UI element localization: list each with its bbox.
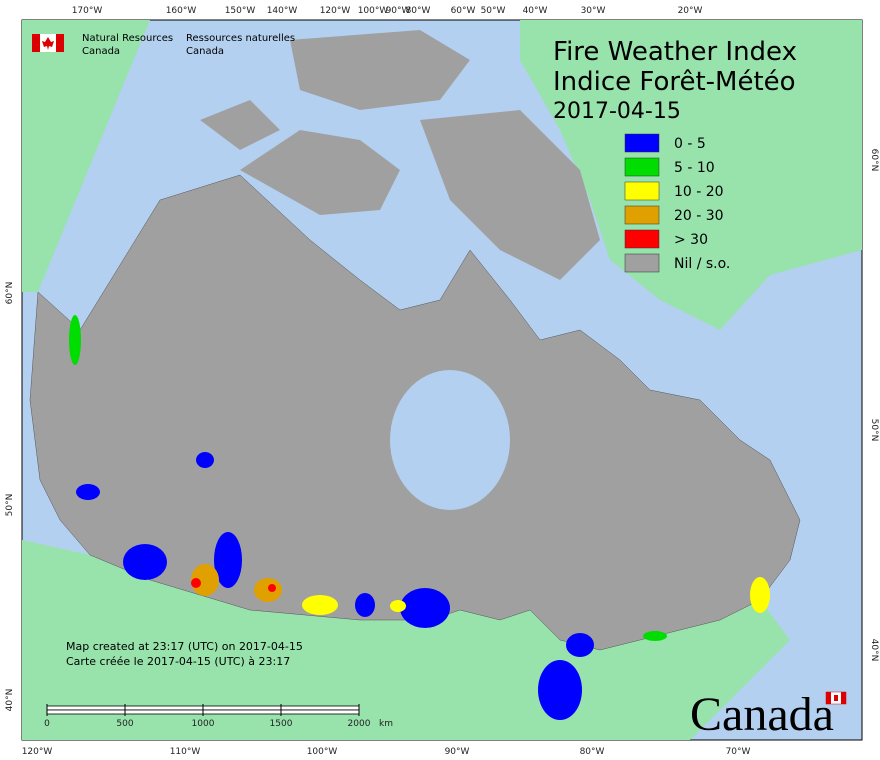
flag-bar <box>32 34 40 52</box>
scale-segment <box>124 705 204 711</box>
scale-unit: km <box>379 719 393 729</box>
latitude-label: 60°N <box>5 282 15 305</box>
scale-segment <box>280 705 360 711</box>
latitude-label: 40°N <box>869 639 879 662</box>
legend-label: 0 - 5 <box>674 136 706 152</box>
legend-swatch <box>624 181 660 201</box>
scale-segment <box>124 709 204 715</box>
fire-area <box>76 484 100 500</box>
agency-name: Ressources naturelles <box>186 33 295 44</box>
arctic-island <box>420 110 600 280</box>
hudson-bay <box>390 370 510 510</box>
legend-swatch <box>624 229 660 249</box>
longitude-label: 30°W <box>581 6 606 16</box>
fire-area <box>750 577 770 613</box>
longitude-label: 80°W <box>406 6 431 16</box>
longitude-label: 100°W <box>358 6 389 16</box>
scale-label: 1000 <box>192 719 215 729</box>
agency-name: Canada <box>186 46 224 57</box>
scale-label: 0 <box>44 719 50 729</box>
maple-leaf <box>834 695 838 701</box>
credit: Carte créée le 2017-04-15 (UTC) à 23:17 <box>66 655 290 668</box>
agency-name: Natural Resources <box>82 33 173 44</box>
generated: 0 - 5 5 - 10 10 - 20 20 - 30 > 30 Nil / s.o. 1… <box>5 6 879 757</box>
fire-area <box>643 631 667 641</box>
latitude-label: 40°N <box>5 689 15 712</box>
scale-segment <box>46 709 126 715</box>
scale-label: 500 <box>116 719 133 729</box>
wordmark: Canada <box>690 688 834 741</box>
scale-segment <box>202 705 282 711</box>
fire-area <box>254 578 282 602</box>
fire-area <box>538 660 582 720</box>
scale-segment <box>202 709 282 715</box>
longitude-label: 140°W <box>267 6 298 16</box>
agency-signature: Natural Resources Canada Ressources natu… <box>32 33 295 57</box>
fire-area <box>214 532 242 588</box>
flag-bar <box>841 692 846 704</box>
fire-area <box>400 588 450 628</box>
longitude-label: 150°W <box>225 6 256 16</box>
scale-segment <box>46 705 126 711</box>
arctic-island <box>240 130 400 215</box>
legend-swatch <box>624 133 660 153</box>
legend-swatch <box>624 205 660 225</box>
longitude-label: 60°W <box>451 6 476 16</box>
maple-leaf <box>42 37 54 50</box>
map-date: 2017-04-15 <box>553 99 681 124</box>
longitude-label: 90°W <box>445 747 470 757</box>
longitude-label: 120°W <box>320 6 351 16</box>
greenland <box>520 20 862 330</box>
legend-swatch <box>624 253 660 273</box>
fire-area <box>390 600 406 612</box>
legend-label: 10 - 20 <box>674 184 724 200</box>
credit: Map created at 23:17 (UTC) on 2017-04-15 <box>66 640 303 653</box>
latitude-label: 50°N <box>5 494 15 517</box>
flag-bar <box>826 692 831 704</box>
flag-bar <box>56 34 64 52</box>
longitude-label: 100°W <box>307 747 338 757</box>
alaska <box>22 20 150 292</box>
longitude-label: 70°W <box>726 747 751 757</box>
longitude-label: 170°W <box>72 6 103 16</box>
longitude-label: 50°W <box>481 6 506 16</box>
fire-area <box>69 315 81 365</box>
scale-label: 1500 <box>270 719 293 729</box>
land <box>22 20 862 740</box>
fire-area <box>566 633 594 657</box>
legend-swatch <box>624 157 660 177</box>
legend-label: 20 - 30 <box>674 208 724 224</box>
fire-area <box>191 578 201 588</box>
fire-area <box>302 595 338 615</box>
longitude-label: 110°W <box>170 747 201 757</box>
scale-segment <box>280 709 360 715</box>
latitude-label: 50°N <box>869 419 879 442</box>
arctic-island <box>290 30 470 110</box>
longitude-label: 90°W <box>386 6 411 16</box>
legend-label: > 30 <box>674 232 708 248</box>
united-states <box>22 540 790 740</box>
fire-area <box>191 564 219 596</box>
fire-area <box>196 452 214 468</box>
title: Fire Weather Index <box>553 37 797 67</box>
arctic-island <box>200 100 280 150</box>
longitude-label: 160°W <box>166 6 197 16</box>
longitude-label: 80°W <box>580 747 605 757</box>
latitude-label: 60°N <box>869 149 879 172</box>
longitude-label: 40°W <box>523 6 548 16</box>
fire-area <box>268 584 276 592</box>
scale-label: 2000 <box>348 719 371 729</box>
longitude-label: 20°W <box>678 6 703 16</box>
title: Indice Forêt-Météo <box>553 67 796 97</box>
legend-label: Nil / s.o. <box>674 256 730 272</box>
longitude-label: 120°W <box>22 747 53 757</box>
fire-area <box>123 544 167 580</box>
legend-label: 5 - 10 <box>674 160 715 176</box>
fire-area <box>355 593 375 617</box>
agency-name: Canada <box>82 46 120 57</box>
